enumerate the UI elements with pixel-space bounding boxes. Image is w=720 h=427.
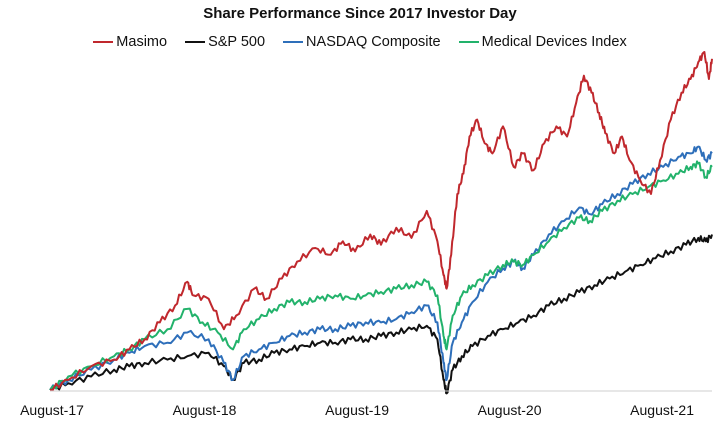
x-tick-label: August-17 [20, 402, 84, 418]
legend-label: Medical Devices Index [481, 34, 627, 50]
legend-label: NASDAQ Composite [306, 34, 441, 50]
x-tick-label: August-19 [325, 402, 389, 418]
legend-item-s-p-500: S&P 500 [185, 34, 265, 50]
series-layer [49, 51, 713, 395]
legend-swatch [93, 41, 114, 43]
x-tick-label: August-20 [478, 402, 542, 418]
series-line-s-p-500 [49, 234, 713, 395]
legend-label: S&P 500 [208, 34, 266, 50]
chart-title: Share Performance Since 2017 Investor Da… [203, 5, 517, 22]
legend-swatch [185, 41, 206, 43]
legend-label: Masimo [116, 34, 168, 50]
series-line-medical-devices-index [49, 160, 713, 391]
x-tick-labels: August-17 August-18 August-19 August-20 Augu… [20, 402, 694, 418]
legend-item-nasdaq-composite: NASDAQ Composite [283, 34, 441, 50]
legend-swatch [283, 41, 304, 43]
legend-swatch [458, 41, 479, 43]
legend-item-masimo: Masimo [93, 34, 167, 50]
x-tick-label: August-18 [173, 402, 237, 418]
legend: Masimo S&P 500 NASDAQ Composite Medical Dev… [0, 34, 720, 50]
series-line-masimo [49, 51, 713, 391]
x-tick-label: August-21 [630, 402, 694, 418]
series-line-nasdaq-composite [49, 145, 713, 391]
legend-item-medical-devices-index: Medical Devices Index [458, 34, 627, 50]
